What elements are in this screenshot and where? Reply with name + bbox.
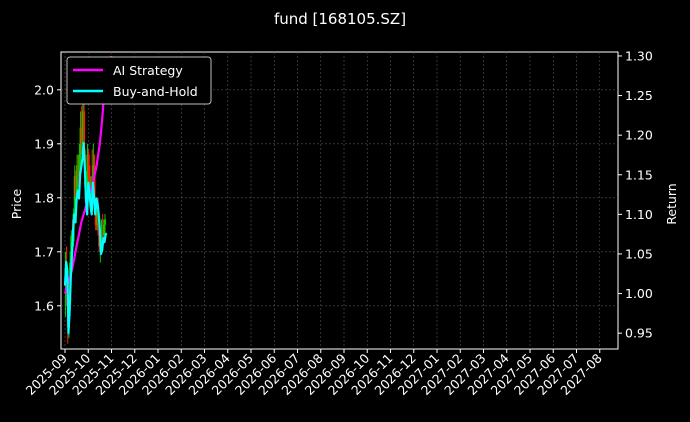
legend-label-buy-and-hold: Buy-and-Hold xyxy=(113,84,198,99)
candle-body xyxy=(86,154,89,182)
candle-body xyxy=(95,208,98,225)
chart-title: fund [168105.SZ] xyxy=(274,10,406,28)
legend-label-ai-strategy: AI Strategy xyxy=(113,63,183,78)
y2-axis-label: Return xyxy=(664,183,679,224)
candle-body xyxy=(103,219,106,225)
candle-body xyxy=(79,127,82,155)
candle-body xyxy=(73,176,76,214)
y2-tick-label: 1.05 xyxy=(625,246,653,261)
candle-body xyxy=(74,176,77,198)
y2-tick-label: 1.00 xyxy=(625,286,653,301)
y2-tick-label: 1.10 xyxy=(625,207,653,222)
candle-body xyxy=(78,154,81,177)
y-tick-label: 1.6 xyxy=(34,298,54,313)
candle-body xyxy=(81,111,84,144)
candle-body xyxy=(101,230,104,236)
series-line-buy-and-hold xyxy=(63,142,108,335)
y2-tick-label: 1.30 xyxy=(625,48,653,63)
y-axis-label: Price xyxy=(9,188,24,219)
legend: AI Strategy Buy-and-Hold xyxy=(66,56,212,105)
candle-body xyxy=(77,165,80,177)
candle-body xyxy=(87,154,90,177)
candle-body xyxy=(93,165,96,204)
y2-tick-label: 1.15 xyxy=(625,167,653,182)
candle-body xyxy=(100,230,103,241)
candle-body xyxy=(102,224,105,236)
y-tick-label: 1.9 xyxy=(34,136,54,151)
candle-body xyxy=(80,127,83,144)
candle-body xyxy=(83,111,86,155)
y-tick-label: 1.8 xyxy=(34,190,54,205)
y-tick-label: 2.0 xyxy=(34,82,54,97)
y-tick-label: 1.7 xyxy=(34,244,54,259)
candle-body xyxy=(76,165,79,198)
y2-tick-label: 1.20 xyxy=(625,128,653,143)
y2-tick-label: 0.95 xyxy=(625,326,653,341)
y2-tick-label: 1.25 xyxy=(625,88,653,103)
